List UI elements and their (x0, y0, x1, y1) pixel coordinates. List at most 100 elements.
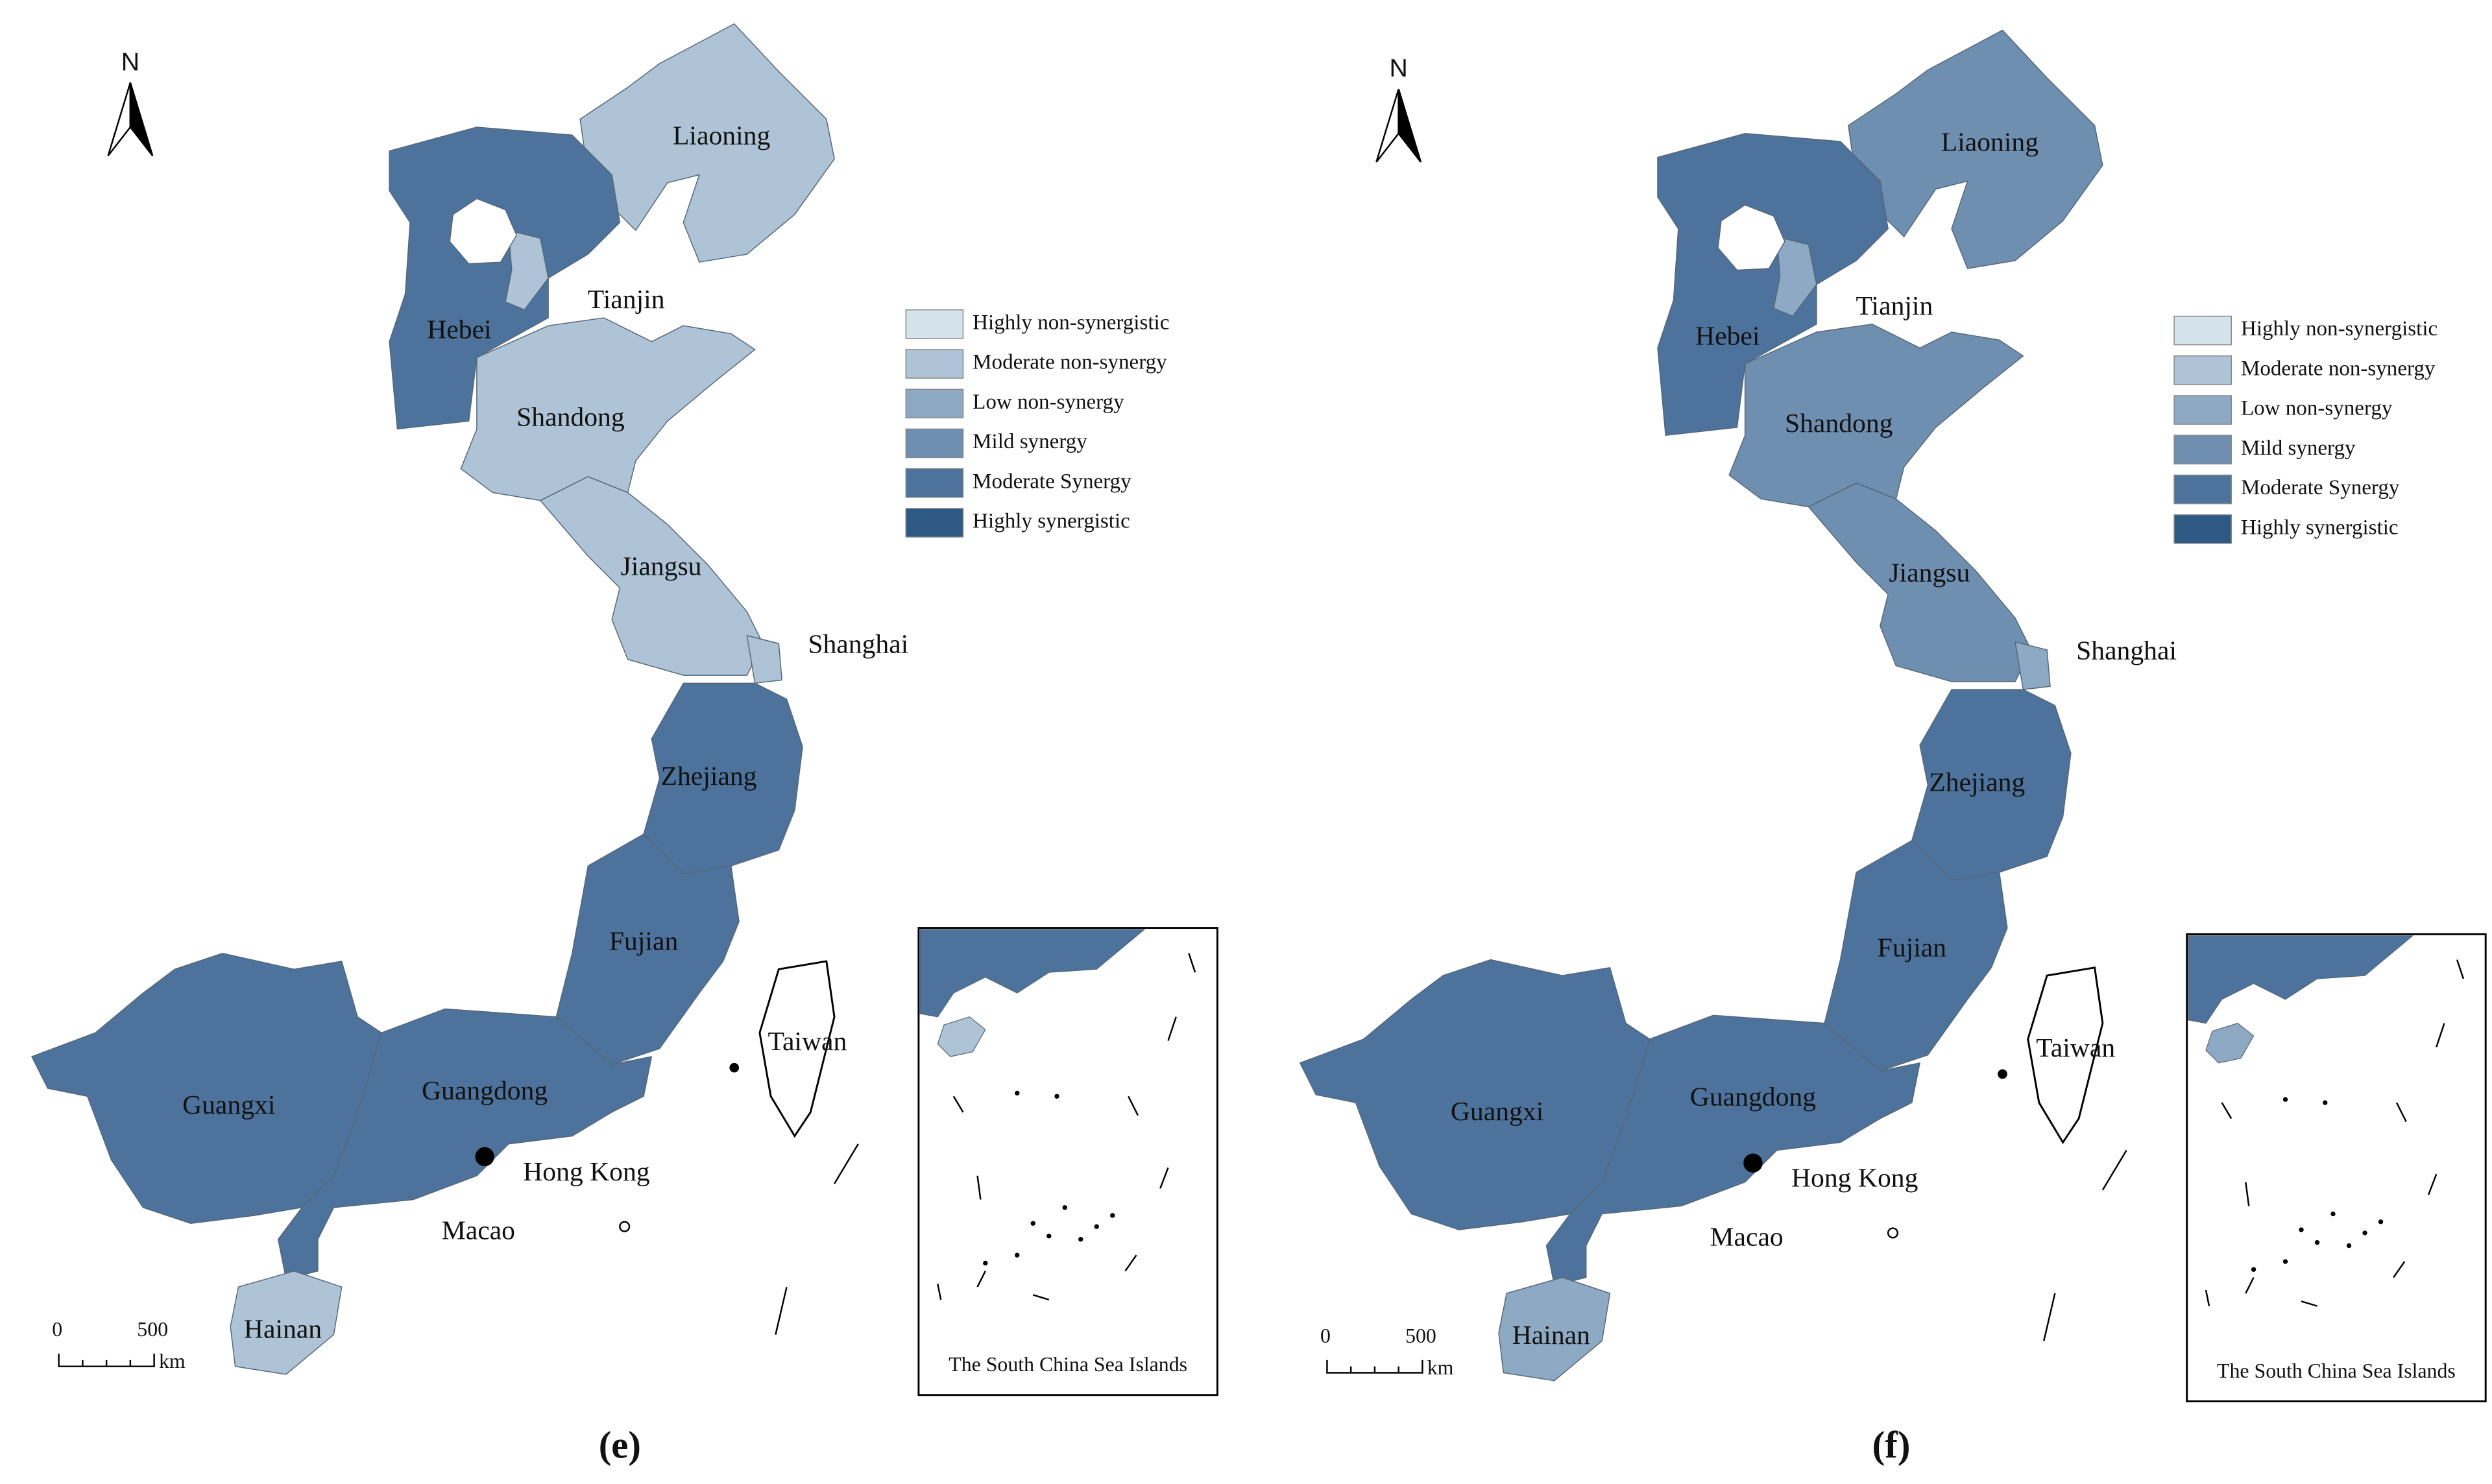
inset-island (2314, 1239, 2320, 1245)
legend-swatch (2173, 435, 2232, 465)
legend-label: Highly non-synergistic (2241, 317, 2438, 341)
province-label: Hainan (1512, 1321, 1590, 1350)
island (1998, 1069, 2007, 1079)
province (277, 1008, 653, 1280)
inset-dash (2395, 1102, 2407, 1123)
province-label: Hebei (1695, 321, 1760, 351)
inset-coast (919, 929, 1146, 1018)
inset-island (1054, 1094, 1059, 1099)
legend-label: Low non-synergy (973, 390, 1124, 414)
province (1824, 839, 2008, 1071)
inset-frame (2186, 933, 2487, 1403)
inset-dash (1167, 1016, 1177, 1041)
province (1498, 1276, 1611, 1382)
inset-island (1015, 1090, 1020, 1096)
province (505, 230, 549, 311)
map-panel: Liaoning Hebei Tianjin Shandong Jiangsu Shang… (1299, 29, 2487, 1403)
inset-dash (976, 1271, 986, 1287)
inset-island (1062, 1205, 1067, 1210)
inset-island (1030, 1221, 1035, 1226)
north-label: N (1390, 54, 1408, 82)
legend-swatch (2173, 355, 2232, 385)
inset-dash (2221, 1102, 2232, 1119)
place-label: Macao (1710, 1222, 1784, 1252)
taiwan-outline (758, 960, 836, 1138)
map-panel: Liaoning Hebei Tianjin Shandong Jiangsu Shang… (30, 23, 1218, 1396)
place-label: Hong Kong (1791, 1164, 1918, 1193)
inset-island (983, 1260, 988, 1266)
legend-label: Moderate non-synergy (973, 351, 1167, 374)
north-label: N (121, 48, 139, 76)
inset-island (1110, 1213, 1115, 1218)
province (460, 317, 756, 501)
beijing-hole (1717, 204, 1785, 271)
inset-coast (2188, 935, 2414, 1024)
inset-dash (2393, 1261, 2406, 1278)
scale-label: 500 (1405, 1324, 1436, 1347)
scale-label: 500 (137, 1318, 168, 1341)
province (1848, 29, 2103, 269)
legend-label: Low non-synergy (2241, 397, 2393, 420)
legend-label: Moderate non-synergy (2241, 357, 2436, 380)
inset-hainan (937, 1016, 986, 1057)
inset-island (1078, 1237, 1083, 1242)
island (1743, 1153, 1763, 1173)
legend-swatch (2173, 514, 2232, 544)
province (1911, 689, 2072, 881)
province-label: Hebei (427, 315, 491, 345)
inset-dash (1124, 1254, 1137, 1272)
boundary-dash (775, 1286, 788, 1335)
legend-swatch (905, 468, 964, 498)
inset-island (2378, 1219, 2384, 1225)
legend-swatch (905, 389, 964, 419)
province-label: Zhejiang (1929, 768, 2025, 798)
island (619, 1221, 631, 1232)
north-arrow (107, 82, 132, 156)
place-label: Taiwan (768, 1027, 847, 1057)
inset-dash (1188, 953, 1196, 973)
province (389, 126, 621, 430)
inset-dash (2456, 959, 2465, 979)
province (643, 682, 803, 875)
province-label: Guangxi (182, 1090, 275, 1120)
scale-label: 0 (1320, 1324, 1331, 1347)
legend-swatch (905, 309, 964, 339)
scale-bar (58, 1354, 155, 1367)
legend-swatch (2173, 395, 2232, 425)
inset-island (2323, 1100, 2328, 1105)
inset-dash (2427, 1173, 2438, 1195)
province (1772, 236, 1817, 317)
taiwan-outline (2027, 966, 2104, 1145)
province (2014, 641, 2051, 690)
province (230, 1270, 343, 1375)
inset-island (2346, 1243, 2352, 1249)
legend-label: Highly synergistic (2241, 516, 2399, 539)
legend-label: Moderate Synergy (973, 470, 1131, 493)
boundary-dash (833, 1143, 859, 1184)
province-label: Liaoning (1941, 128, 2038, 158)
beijing-hole (449, 198, 517, 265)
legend-label: Moderate Synergy (2241, 476, 2400, 499)
inset-dash (952, 1095, 964, 1113)
north-arrow (1397, 88, 1422, 163)
inset-island (2362, 1230, 2367, 1236)
province-label: Tianjin (1856, 291, 1933, 321)
inset-caption: The South China Sea Islands (2217, 1359, 2456, 1382)
legend-label: Highly non-synergistic (973, 311, 1169, 334)
inset-dash (2301, 1300, 2317, 1307)
place-label: Macao (442, 1215, 515, 1245)
province-label: Shandong (516, 402, 625, 432)
inset-dash (976, 1175, 982, 1200)
inset-island (2299, 1227, 2304, 1232)
scale-label: 0 (52, 1318, 62, 1341)
province (1545, 1014, 1921, 1286)
island (729, 1062, 740, 1073)
province-label: Tianjin (588, 285, 665, 315)
legend-swatch (2173, 315, 2232, 346)
province-label: Shandong (1785, 409, 1893, 438)
province-label: Shanghai (2076, 636, 2177, 665)
province-label: Shanghai (808, 630, 908, 660)
inset-frame (917, 927, 1218, 1396)
